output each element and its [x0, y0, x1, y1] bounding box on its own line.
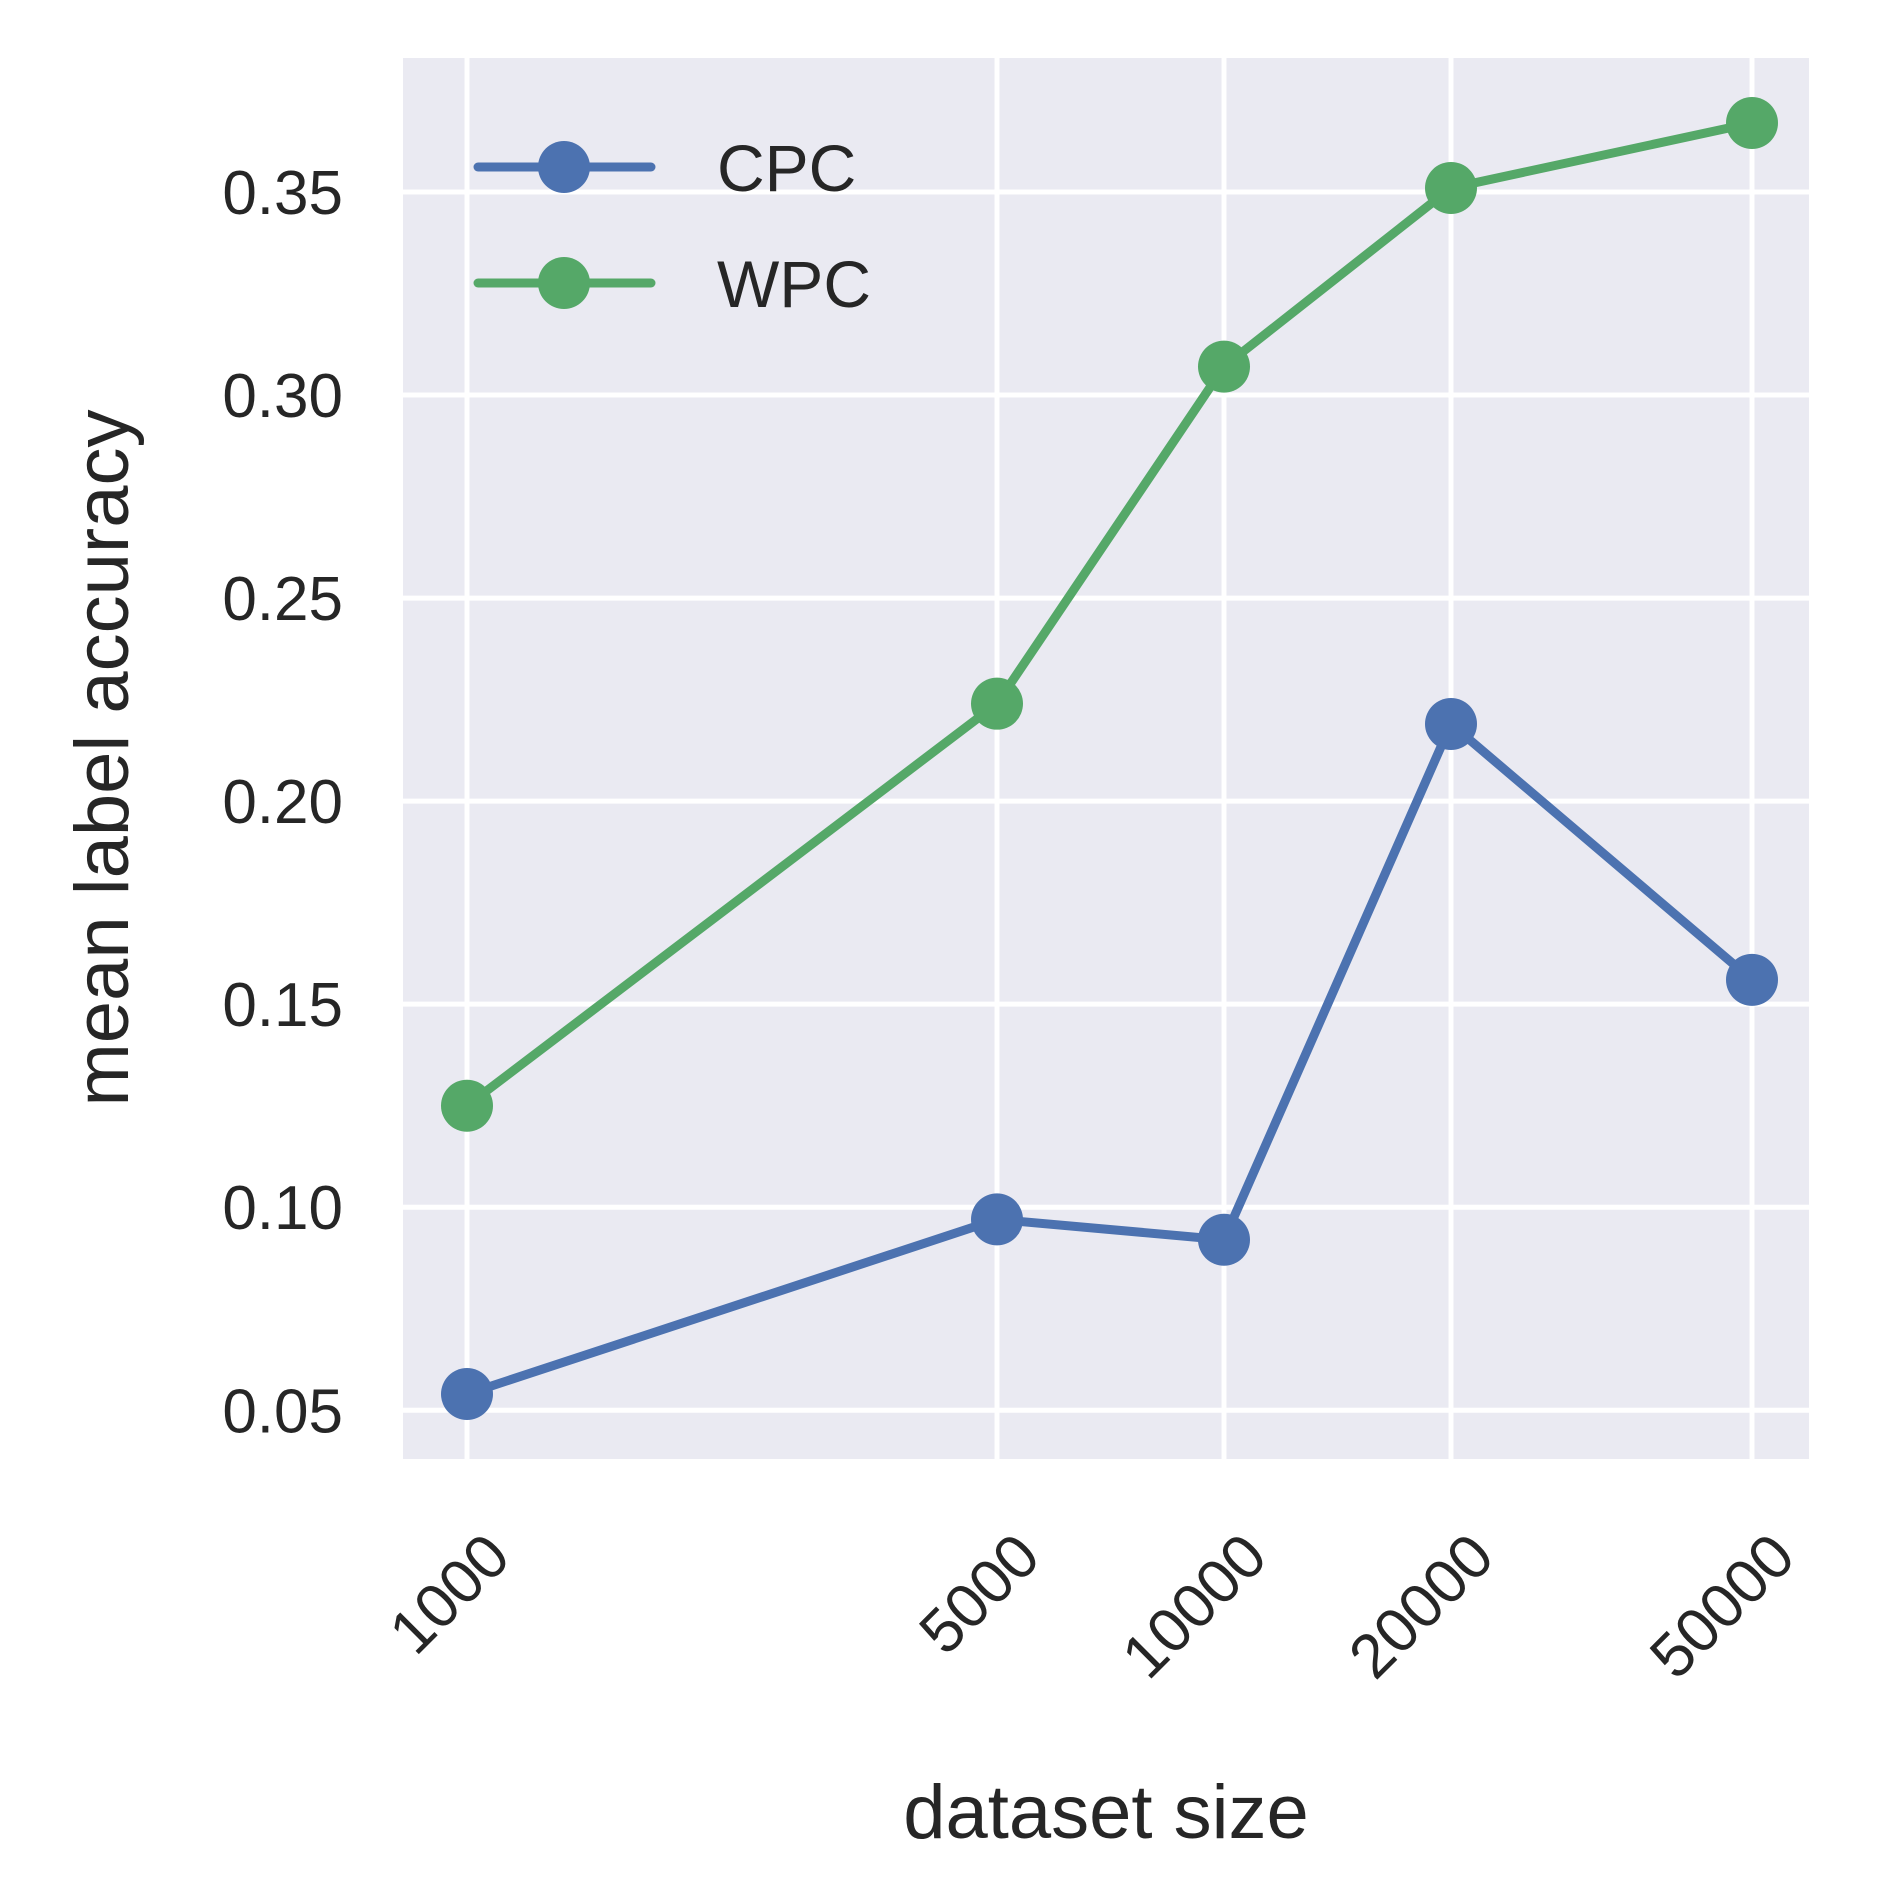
data-point	[441, 1079, 493, 1132]
legend-marker	[538, 141, 590, 193]
plot-area	[403, 58, 1809, 1459]
data-point	[441, 1368, 493, 1421]
legend-label: CPC	[717, 131, 856, 205]
legend-label: WPC	[717, 247, 871, 321]
y-tick-label: 0.30	[222, 362, 343, 431]
data-point	[1425, 161, 1477, 214]
series-wpc	[441, 96, 1778, 1132]
x-tick-label: 20000	[1336, 1521, 1507, 1692]
data-point	[1425, 697, 1477, 750]
y-tick-label: 0.25	[222, 565, 343, 634]
legend-entry-wpc: WPC	[473, 247, 871, 321]
x-tick-label: 50000	[1637, 1521, 1808, 1692]
y-tick-label: 0.10	[222, 1174, 343, 1243]
y-tick-labels: 0.05 0.10 0.15 0.20 0.25 0.30 0.35	[222, 159, 343, 1446]
y-tick-label: 0.20	[222, 768, 343, 837]
y-axis-label: mean label accuracy	[60, 409, 145, 1106]
x-axis-label: dataset size	[903, 1770, 1309, 1855]
data-point	[971, 1193, 1023, 1246]
data-point	[1726, 96, 1778, 149]
x-tick-label: 10000	[1109, 1521, 1280, 1692]
legend: CPC WPC	[473, 131, 871, 321]
y-tick-label: 0.15	[222, 971, 343, 1040]
y-tick-label: 0.35	[222, 159, 343, 228]
x-tick-label: 1000	[377, 1521, 523, 1667]
y-tick-label: 0.05	[222, 1377, 343, 1446]
legend-entry-cpc: CPC	[473, 131, 856, 205]
x-tick-label: 5000	[907, 1521, 1053, 1667]
x-tick-labels: 1000 5000 10000 20000 50000	[377, 1521, 1808, 1692]
data-point	[1198, 340, 1250, 393]
legend-marker	[538, 257, 590, 309]
data-point	[1726, 953, 1778, 1006]
data-point	[971, 677, 1023, 730]
data-point	[1198, 1213, 1250, 1266]
series-layer	[441, 96, 1778, 1421]
series-cpc	[441, 697, 1778, 1421]
